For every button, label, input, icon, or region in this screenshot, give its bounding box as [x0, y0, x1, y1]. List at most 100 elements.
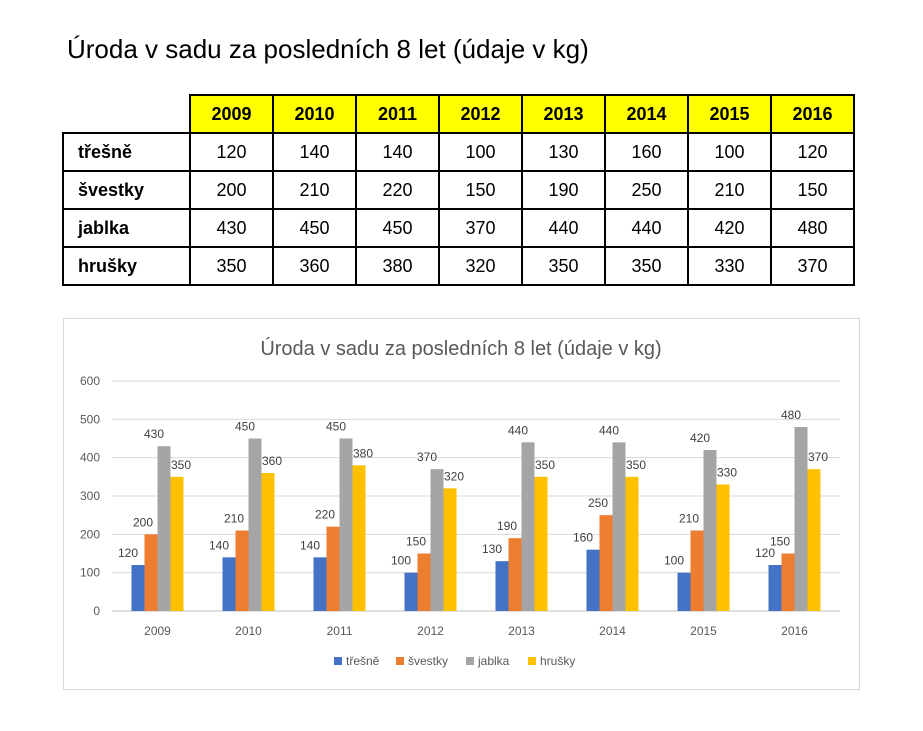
bar	[703, 450, 717, 611]
year-header: 2016	[770, 94, 855, 134]
data-label: 350	[626, 458, 646, 472]
legend-swatch	[466, 657, 474, 665]
table-cell: 210	[687, 170, 772, 210]
data-label: 420	[690, 431, 710, 445]
bar	[222, 557, 236, 611]
bar	[612, 442, 626, 611]
bar	[339, 438, 353, 611]
legend-label: hrušky	[540, 654, 575, 668]
bar	[521, 442, 535, 611]
table-cell: 160	[604, 132, 689, 172]
year-header: 2011	[355, 94, 440, 134]
y-tick-label: 200	[80, 527, 100, 541]
bar	[599, 515, 613, 611]
data-label: 450	[235, 420, 255, 434]
bar	[430, 469, 444, 611]
data-label: 350	[171, 458, 191, 472]
bar	[404, 572, 418, 611]
bar	[131, 565, 145, 611]
bar	[534, 476, 548, 611]
table-cell: 220	[355, 170, 440, 210]
data-label: 160	[573, 531, 593, 545]
bar	[313, 557, 327, 611]
data-label: 200	[133, 515, 153, 529]
bar	[625, 476, 639, 611]
bar	[352, 465, 366, 611]
x-tick-label: 2009	[144, 624, 171, 638]
x-tick-label: 2011	[327, 624, 353, 638]
data-label: 440	[508, 423, 528, 437]
table-header-row: 2009 2010 2011 2012 2013 2014 2015 2016	[63, 94, 855, 134]
y-tick-label: 600	[80, 374, 100, 388]
x-tick-label: 2012	[417, 624, 444, 638]
legend-label: jablka	[477, 654, 510, 668]
data-label: 330	[717, 466, 737, 480]
table-cell: 120	[189, 132, 274, 172]
table-cell: 350	[189, 246, 274, 286]
data-label: 450	[326, 420, 346, 434]
data-label: 120	[118, 546, 138, 560]
table-cell: 130	[521, 132, 606, 172]
table-cell: 430	[189, 208, 274, 248]
x-tick-label: 2010	[235, 624, 262, 638]
table-cell: 120	[770, 132, 855, 172]
chart-container: Úroda v sadu za posledních 8 let (údaje …	[63, 318, 860, 690]
data-label: 360	[262, 454, 282, 468]
y-tick-label: 400	[80, 451, 100, 465]
table-cell: 140	[355, 132, 440, 172]
data-label: 350	[535, 458, 555, 472]
bar	[794, 427, 808, 611]
table-cell: 360	[272, 246, 357, 286]
data-label: 190	[497, 519, 517, 533]
bar	[144, 534, 158, 611]
table-cell: 190	[521, 170, 606, 210]
bar	[768, 565, 782, 611]
table-cell: 440	[604, 208, 689, 248]
bar	[157, 446, 171, 611]
year-header: 2015	[687, 94, 772, 134]
row-label: hrušky	[62, 246, 191, 286]
table-cell: 380	[355, 246, 440, 286]
bar	[716, 484, 730, 611]
bar	[586, 549, 600, 611]
data-label: 100	[664, 554, 684, 568]
y-tick-label: 0	[93, 604, 100, 618]
data-label: 210	[679, 512, 699, 526]
x-tick-label: 2015	[690, 624, 717, 638]
data-label: 320	[444, 469, 464, 483]
table-cell: 100	[687, 132, 772, 172]
bar	[443, 488, 457, 611]
row-label: třešně	[62, 132, 191, 172]
year-header: 2013	[521, 94, 606, 134]
row-label: jablka	[62, 208, 191, 248]
row-label: švestky	[62, 170, 191, 210]
table-cell: 330	[687, 246, 772, 286]
table-cell: 100	[438, 132, 523, 172]
table-cell: 350	[604, 246, 689, 286]
data-label: 250	[588, 496, 608, 510]
data-label: 150	[406, 535, 426, 549]
bar	[677, 572, 691, 611]
table-row: jablka 430 450 450 370 440 440 420 480	[62, 208, 855, 248]
table-row: třešně 120 140 140 100 130 160 100 120	[62, 132, 855, 172]
data-label: 140	[209, 538, 229, 552]
table-cell: 370	[770, 246, 855, 286]
document-title: Úroda v sadu za posledních 8 let (údaje …	[67, 34, 589, 64]
table-cell: 450	[355, 208, 440, 248]
bar	[508, 538, 522, 611]
bar	[235, 530, 249, 611]
bar	[170, 476, 184, 611]
table-cell: 150	[438, 170, 523, 210]
data-label: 220	[315, 508, 335, 522]
bar	[326, 526, 340, 611]
x-tick-label: 2013	[508, 624, 535, 638]
x-tick-label: 2014	[599, 624, 626, 638]
y-tick-label: 300	[80, 489, 100, 503]
bar	[261, 473, 275, 611]
x-tick-label: 2016	[781, 624, 808, 638]
year-header: 2009	[189, 94, 274, 134]
data-label: 100	[391, 554, 411, 568]
table-cell: 320	[438, 246, 523, 286]
table-row: hrušky 350 360 380 320 350 350 330 370	[62, 246, 855, 286]
year-header: 2012	[438, 94, 523, 134]
